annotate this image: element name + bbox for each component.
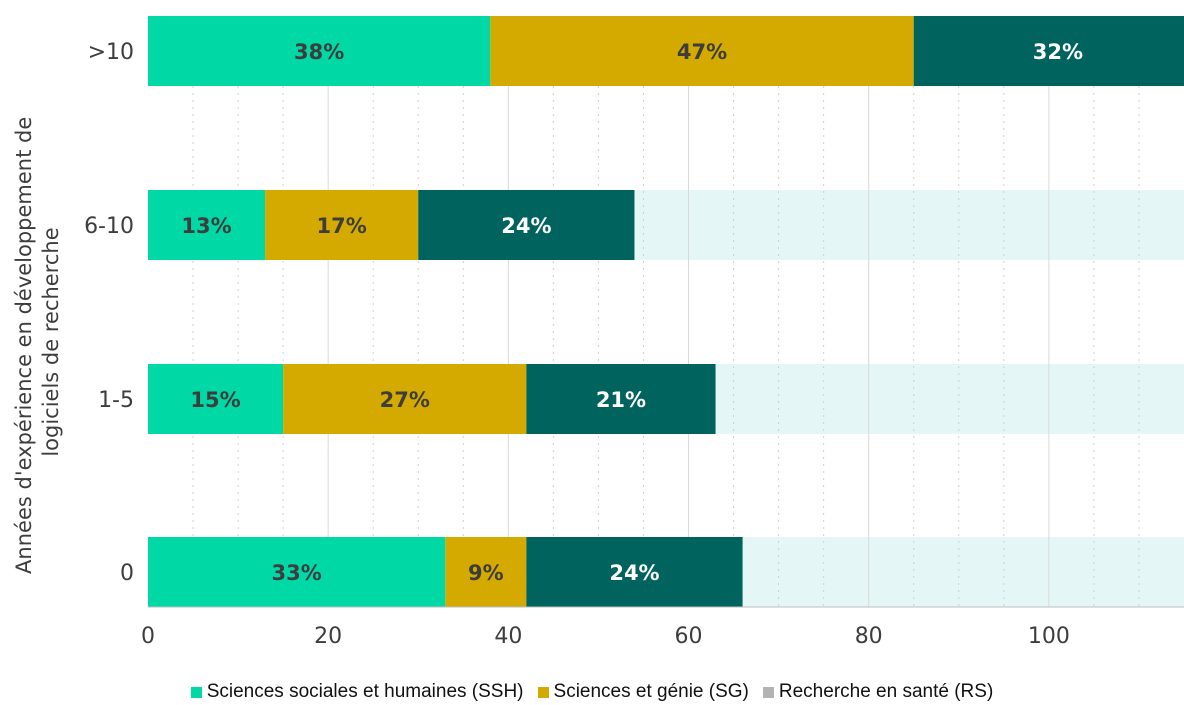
bar-segment xyxy=(490,16,914,86)
data-label: 47% xyxy=(677,40,727,64)
data-label: 17% xyxy=(317,214,367,238)
data-label: 24% xyxy=(609,561,659,585)
bar-segment xyxy=(283,364,527,434)
data-label: 9% xyxy=(468,561,504,585)
y-tick-label: >10 xyxy=(88,40,134,65)
legend-label: Sciences sociales et humaines (SSH) xyxy=(206,681,524,702)
grid-lines xyxy=(192,16,1140,607)
data-label: 15% xyxy=(190,388,240,412)
legend-label: Sciences et génie (SG) xyxy=(553,681,749,702)
data-label: 13% xyxy=(181,214,231,238)
bar-segment xyxy=(148,364,284,434)
y-tick-label: 1-5 xyxy=(98,388,134,413)
y-tick-label: 0 xyxy=(120,561,134,586)
legend-label: Recherche en santé (RS) xyxy=(778,681,994,702)
x-tick-label: 80 xyxy=(855,624,883,649)
bar-segment xyxy=(265,190,419,260)
x-tick-label: 40 xyxy=(494,624,522,649)
x-tick-label: 20 xyxy=(314,624,342,649)
bar-segment xyxy=(148,16,491,86)
bar-segment xyxy=(418,190,635,260)
x-tick-labels: 0 20 40 60 80 100 xyxy=(141,624,1070,649)
bar-segment xyxy=(148,190,266,260)
x-tick-label: 100 xyxy=(1028,624,1070,649)
bar-labels: 38% 47% 32% 13% 17% 24% 15% 27% 21% 33% 9% 24% xyxy=(181,40,1083,585)
data-label: 24% xyxy=(501,214,551,238)
stacked-bar-chart: 38% 47% 32% 13% 17% 24% 15% 27% 21% 33% 9% 24% 0 20 4… xyxy=(12,16,1184,649)
bar-segment xyxy=(526,364,716,434)
y-axis-title-line-2: logiciels de recherche xyxy=(39,227,63,456)
x-tick-label: 60 xyxy=(675,624,703,649)
data-label: 38% xyxy=(294,40,344,64)
y-axis-title: Années d'expérience en développement de … xyxy=(12,110,63,574)
data-label: 33% xyxy=(272,561,322,585)
bar-segment xyxy=(913,16,1184,86)
legend-item: Sciences sociales et humaines (SSH) xyxy=(190,681,524,703)
y-axis-title-line-1: Années d'expérience en développement de xyxy=(12,117,36,574)
bars xyxy=(148,16,1184,607)
legend-item: Sciences et génie (SG) xyxy=(537,681,749,703)
legend: Sciences sociales et humaines (SSH) Scien… xyxy=(0,681,1184,703)
bar-segment xyxy=(148,537,446,607)
legend-swatch xyxy=(537,686,549,698)
data-label: 21% xyxy=(596,388,646,412)
y-tick-label: 6-10 xyxy=(84,214,134,239)
data-label: 27% xyxy=(380,388,430,412)
background-bands xyxy=(148,16,1184,607)
data-label: 32% xyxy=(1033,40,1083,64)
legend-swatch xyxy=(190,686,202,698)
bar-segment xyxy=(526,537,743,607)
legend-swatch xyxy=(762,686,774,698)
legend-item: Recherche en santé (RS) xyxy=(762,681,994,703)
y-tick-labels: >10 6-10 1-5 0 xyxy=(84,40,134,586)
bar-segment xyxy=(445,537,527,607)
x-tick-label: 0 xyxy=(141,624,155,649)
